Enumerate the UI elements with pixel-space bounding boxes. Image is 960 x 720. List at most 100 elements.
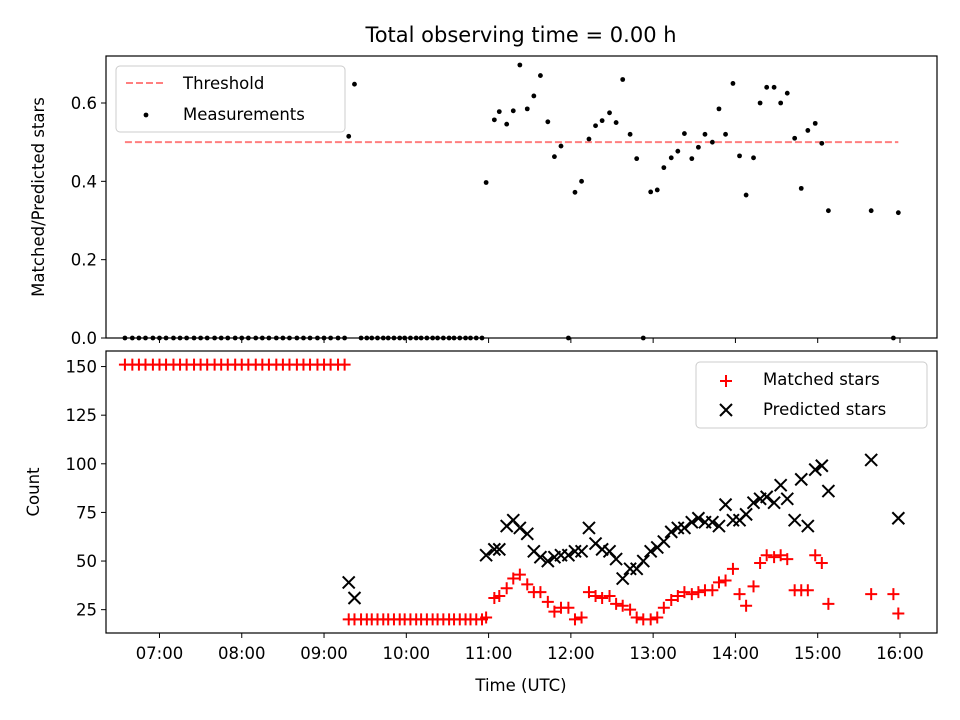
predicted-star-point	[739, 507, 753, 522]
predicted-star-point	[657, 534, 671, 549]
measurement-point	[682, 131, 687, 136]
predicted-star-point	[718, 497, 733, 512]
measurement-point	[593, 123, 598, 129]
measurement-point	[730, 81, 736, 86]
measurement-point	[504, 121, 510, 127]
top-ytick-label: 0.0	[71, 329, 97, 348]
bottom-xtick-label: 08:00	[218, 644, 266, 663]
measurement-point	[627, 131, 633, 137]
predicted-star-point	[808, 462, 822, 477]
predicted-star-point	[636, 554, 650, 568]
measurement-point	[695, 144, 701, 150]
predicted-star-point	[746, 495, 761, 510]
measurement-point	[599, 118, 605, 124]
predicted-star-point	[864, 453, 878, 467]
legend-threshold-label: Threshold	[182, 74, 264, 93]
matched-star-point	[541, 595, 554, 608]
matched-star-point	[712, 576, 725, 589]
matched-star-point	[865, 588, 878, 601]
bottom-xtick-label: 07:00	[136, 644, 184, 663]
measurement-point	[716, 106, 722, 112]
bottom-xtick-label: 13:00	[629, 644, 677, 663]
legend-matched-label: Matched stars	[763, 370, 880, 389]
measurement-point	[798, 185, 804, 191]
top-y-axis-label: Matched/Predicted stars	[29, 97, 48, 297]
measurement-point	[812, 120, 818, 126]
measurement-point	[648, 189, 654, 195]
measurement-point	[737, 153, 742, 159]
bottom-ytick-label: 100	[66, 455, 98, 474]
predicted-star-point	[671, 521, 685, 535]
top-chart-title: Total observing time = 0.00 h	[364, 23, 676, 47]
measurement-point	[743, 192, 749, 198]
measurement-point	[702, 131, 708, 137]
bottom-legend-box	[695, 361, 928, 429]
measurement-point	[668, 155, 674, 161]
bottom-xtick-label: 10:00	[383, 644, 431, 663]
matched-star-point	[562, 601, 575, 614]
predicted-star-point	[582, 521, 596, 535]
bottom-xtick-label: 16:00	[876, 644, 924, 663]
bottom-ytick-label: 150	[66, 358, 98, 377]
matched-star-point	[521, 578, 534, 591]
matched-star-point	[480, 611, 493, 624]
predicted-star-point	[787, 513, 802, 527]
bottom-y-axis: 25 50 75 100 125 150	[66, 358, 106, 620]
measurement-point	[496, 109, 502, 115]
predicted-star-point	[780, 492, 794, 506]
matched-star-point	[657, 601, 670, 614]
measurement-point	[778, 100, 784, 106]
predicted-star-point	[815, 459, 829, 473]
matched-star-point	[338, 358, 351, 371]
predicted-star-point	[513, 521, 527, 535]
top-plot-area	[122, 62, 901, 341]
predicted-star-point	[615, 571, 630, 586]
predicted-star-point	[712, 519, 726, 533]
matched-star-point	[513, 568, 526, 581]
measurement-point	[764, 84, 770, 90]
measurement-point	[723, 131, 728, 137]
measurement-point	[792, 135, 798, 141]
measurement-point	[558, 143, 564, 149]
top-y-axis: 0.0 0.2 0.4 0.6	[71, 94, 106, 348]
bottom-y-axis-label: Count	[24, 467, 43, 517]
top-ytick-label: 0.2	[71, 251, 97, 270]
measurement-point	[825, 208, 831, 214]
measurement-point	[784, 90, 790, 96]
legend-matched-swatch	[720, 375, 732, 387]
measurement-point	[491, 117, 497, 123]
predicted-star-point	[609, 552, 623, 566]
measurement-point	[524, 106, 530, 112]
matched-star-point	[822, 597, 835, 610]
measurement-point	[607, 110, 612, 116]
top-legend: Threshold Measurements	[115, 65, 346, 133]
matched-star-point	[671, 590, 684, 603]
measurement-point	[352, 81, 357, 87]
matched-star-point	[774, 549, 787, 562]
measurement-point	[572, 189, 578, 195]
matched-star-point	[644, 613, 657, 626]
predicted-star-point	[691, 511, 706, 525]
matched-star-point	[760, 549, 773, 562]
bottom-xtick-label: 15:00	[794, 644, 842, 663]
legend-measurements-label: Measurements	[183, 105, 305, 124]
legend-predicted-label: Predicted stars	[763, 400, 886, 419]
matched-star-point	[596, 591, 609, 604]
bottom-xtick-label: 11:00	[465, 644, 513, 663]
measurement-point	[895, 210, 901, 216]
predicted-star-point	[623, 562, 637, 576]
matched-star-point	[801, 584, 814, 597]
matched-star-point	[768, 551, 781, 564]
predicted-star-point	[561, 548, 576, 562]
top-ytick-label: 0.6	[71, 94, 97, 113]
predicted-star-point	[891, 511, 906, 525]
predicted-star-point	[664, 525, 678, 539]
matched-star-point	[692, 586, 705, 599]
measurement-point	[346, 133, 352, 139]
matched-star-point	[892, 607, 905, 620]
matched-star-point	[624, 603, 637, 616]
bottom-x-axis-label: Time (UTC)	[474, 676, 566, 695]
measurement-point	[634, 156, 640, 162]
predicted-star-point	[541, 554, 555, 568]
